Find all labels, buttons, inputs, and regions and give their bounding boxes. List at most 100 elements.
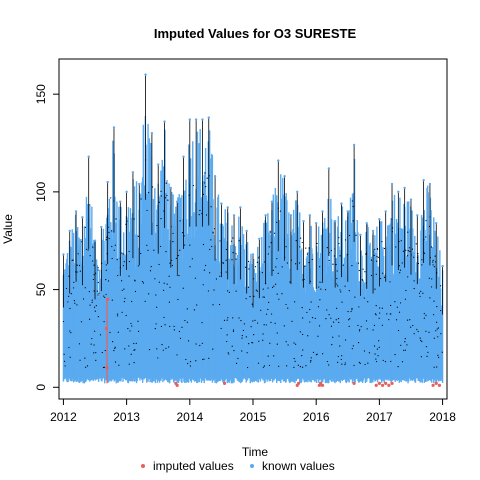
known-values-dot: [310, 301, 312, 303]
known-values-dot: [202, 284, 204, 286]
known-values-dot: [395, 319, 398, 321]
known-values-dot: [353, 364, 355, 367]
known-values-dot: [348, 290, 350, 292]
known-values-dot: [92, 246, 94, 248]
known-values-dot: [437, 336, 439, 338]
known-values-dot: [91, 299, 93, 301]
known-values-dot: [302, 333, 304, 336]
known-values-dot: [73, 281, 75, 283]
known-values-dot: [301, 241, 303, 244]
known-values-dot: [172, 241, 174, 243]
known-values-dot: [186, 308, 188, 310]
known-values-point: [112, 126, 116, 129]
known-values-dot: [391, 227, 394, 229]
known-values-point: [220, 202, 223, 205]
known-values-dot: [231, 259, 233, 261]
known-values-dot: [118, 364, 120, 366]
known-values-dot: [201, 212, 203, 215]
known-values-point: [308, 214, 312, 217]
known-values-dot: [409, 319, 411, 321]
known-values-dot: [378, 340, 380, 342]
known-values-dot: [134, 349, 136, 351]
known-values-dot: [95, 352, 97, 354]
known-values-point: [207, 116, 210, 119]
known-values-dot: [252, 278, 255, 280]
known-values-dot: [81, 241, 83, 243]
known-values-dot: [199, 344, 201, 347]
known-values-dot: [406, 344, 408, 346]
known-values-dot: [105, 279, 107, 281]
x-tick-label: 2017: [366, 410, 393, 424]
known-values-dot: [252, 320, 254, 322]
known-values-dot: [89, 255, 91, 257]
known-values-dot: [241, 334, 243, 337]
known-values-dot: [328, 259, 330, 262]
known-values-dot: [335, 319, 337, 321]
known-values-dot: [267, 308, 269, 311]
known-values-dot: [165, 347, 167, 349]
known-values-dot: [364, 363, 366, 366]
known-values-dot: [228, 291, 231, 293]
known-values-point: [403, 186, 406, 190]
known-values-dot: [311, 317, 314, 319]
known-values-point: [251, 253, 255, 256]
known-values-dot: [67, 301, 69, 303]
known-values-dot: [254, 266, 257, 268]
known-values-dot: [130, 353, 132, 355]
known-values-dot: [205, 186, 207, 188]
imputed-values-point: [377, 381, 381, 385]
known-values-dot: [68, 275, 70, 277]
known-values-dot: [203, 358, 205, 360]
known-values-dot: [95, 359, 97, 361]
known-values-dot: [171, 264, 174, 267]
known-values-point: [384, 210, 387, 213]
known-values-dot: [383, 247, 386, 250]
known-values-dot: [232, 330, 235, 332]
known-values-dot: [433, 337, 435, 339]
imputed-values-point: [431, 383, 435, 387]
known-values-dot: [241, 337, 243, 339]
known-values-dot: [160, 190, 162, 192]
known-values-dot: [352, 205, 354, 208]
known-values-dot: [268, 301, 270, 303]
known-values-dot: [215, 278, 218, 280]
known-values-dot: [375, 273, 377, 275]
known-values-dot: [301, 355, 303, 357]
known-values-dot: [357, 324, 359, 327]
known-values-dot: [420, 290, 422, 293]
known-values-dot: [431, 278, 433, 280]
known-values-dot: [419, 295, 421, 298]
known-values-dot: [233, 349, 235, 352]
known-values-dot: [247, 260, 250, 263]
known-values-dot: [358, 361, 360, 363]
known-values-point: [157, 163, 160, 166]
known-values-dot: [270, 242, 272, 244]
known-values-dot: [227, 290, 229, 292]
known-values-dot: [407, 231, 409, 233]
known-values-dot: [291, 320, 293, 322]
known-values-dot: [188, 194, 190, 196]
known-values-dot: [344, 239, 347, 241]
legend-label: known values: [262, 459, 335, 473]
known-values-dot: [76, 304, 78, 306]
known-values-dot: [102, 366, 105, 369]
known-values-dot: [389, 281, 391, 283]
known-values-dot: [270, 313, 273, 315]
known-values-point: [289, 214, 293, 217]
known-values-dot: [423, 239, 425, 241]
known-values-dot: [202, 243, 205, 246]
known-values-point: [245, 229, 248, 233]
imputed-values-point: [434, 381, 438, 385]
known-values-dot: [68, 295, 70, 297]
known-values-dot: [416, 256, 419, 259]
known-values-dot: [434, 261, 437, 263]
known-values-dot: [306, 253, 308, 255]
known-values-dot: [227, 317, 229, 319]
known-values-dot: [164, 197, 166, 199]
known-values-dot: [429, 297, 431, 299]
known-values-dot: [438, 356, 440, 358]
known-values-point: [194, 118, 198, 121]
known-values-dot: [399, 272, 401, 274]
known-values-point: [321, 210, 324, 213]
known-values-dot: [247, 286, 250, 288]
